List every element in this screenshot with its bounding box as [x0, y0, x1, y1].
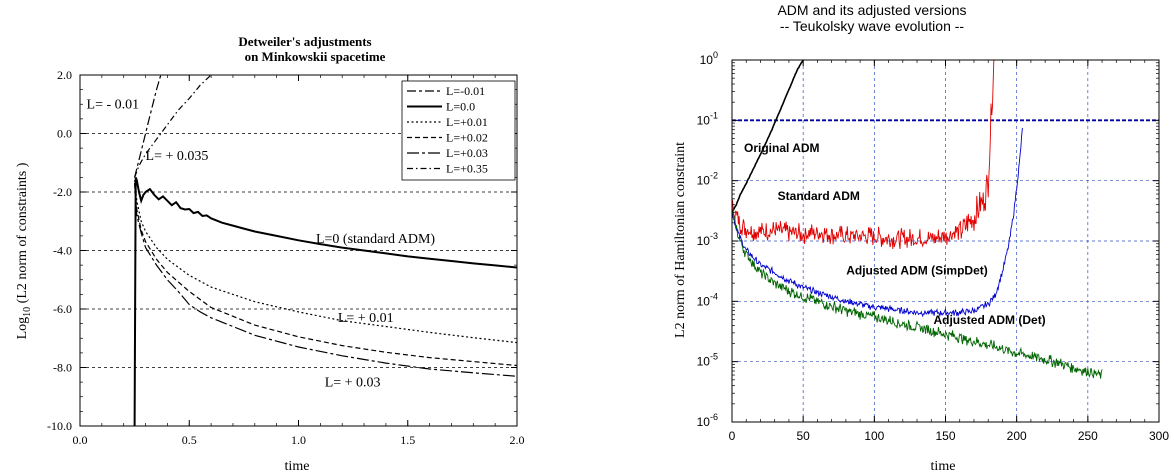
left-annotation-1: L= + 0.035 — [146, 149, 209, 164]
right-x-tick-label: 200 — [1007, 429, 1027, 443]
right-x-tick-label: 250 — [1078, 429, 1098, 443]
right-x-tick-label: 0 — [729, 429, 736, 443]
right-y-tick-label: 10-6 — [697, 412, 718, 429]
left-y-axis-label: Log10 (L2 norm of constraints ) — [15, 162, 33, 339]
left-series-line-3 — [134, 183, 517, 367]
right-annotation-3: Adjusted ADM (Det) — [933, 313, 1045, 327]
right-y-tick-label: 10-4 — [697, 291, 718, 308]
left-annotation-4: L= + 0.03 — [325, 376, 381, 391]
left-legend-label-4: L=+0.03 — [446, 146, 488, 160]
right-title-line2: -- Teukolsky wave evolution -- — [780, 18, 964, 34]
left-legend-label-2: L=+0.01 — [446, 115, 488, 129]
left-legend-label-5: L=+0.35 — [446, 162, 488, 176]
left-legend-label-0: L=-0.01 — [446, 84, 485, 98]
left-x-tick-label: 1.5 — [400, 433, 415, 447]
left-x-tick-label: 0.0 — [73, 433, 88, 447]
left-annotation-2: L=0 (standard ADM) — [316, 232, 435, 247]
left-annotations: L= - 0.01 L= + 0.035 L=0 (standard ADM) L= … — [87, 98, 436, 391]
right-gridlines — [732, 60, 1159, 422]
left-annotation-0: L= - 0.01 — [87, 98, 140, 113]
right-x-tick-label: 150 — [935, 429, 955, 443]
left-series-group — [133, 75, 517, 426]
left-chart: Detweiler's adjustments on Minkowskii sp… — [15, 34, 525, 474]
right-title-line1: ADM and its adjusted versions — [777, 2, 966, 18]
left-series-line-5 — [134, 75, 212, 178]
right-series-line-2 — [732, 127, 1023, 318]
right-ticks: 10-6 10-5 10-4 10-3 10-2 10-1 100 0 50 100 150 200 2… — [697, 50, 1170, 443]
left-ticks: -10.0 -8.0 -6.0 -4.0 -2.0 0.0 2.0 0.0 0.5 1.0 1.5 2… — [47, 68, 525, 447]
left-title-line1: Detweiler's adjustments — [238, 34, 371, 49]
right-y-tick-label: 10-1 — [697, 110, 718, 127]
right-y-tick-label: 10-2 — [697, 171, 718, 188]
right-y-tick-label: 10-5 — [697, 352, 718, 369]
right-y-tick-label: 10-3 — [697, 231, 718, 248]
left-title-line2: on Minkowskii spacetime — [245, 49, 386, 64]
right-series-line-1 — [732, 60, 995, 250]
left-y-tick-label: -10.0 — [47, 419, 72, 433]
right-x-tick-label: 50 — [796, 429, 810, 443]
right-x-axis-label: time — [931, 459, 956, 474]
right-series-line-3 — [732, 211, 1103, 379]
right-x-tick-label: 300 — [1149, 429, 1169, 443]
left-x-axis-label: time — [285, 459, 310, 474]
right-series-group — [732, 60, 1103, 379]
right-y-tick-label: 100 — [700, 50, 718, 67]
left-y-tick-label: -2.0 — [53, 185, 72, 199]
left-legend-label-1: L=0.0 — [446, 100, 475, 114]
left-series-line-2 — [134, 180, 517, 344]
right-y-axis-label: L2 norm of Hamiltonian constraint — [673, 142, 688, 338]
left-y-tick-label: -6.0 — [53, 302, 72, 316]
left-y-tick-label: 0.0 — [57, 127, 72, 141]
left-x-tick-label: 0.5 — [182, 433, 197, 447]
right-annotations: Original ADM Standard ADM Adjusted ADM (Si… — [744, 141, 1046, 327]
left-series-line-0 — [134, 75, 162, 178]
right-annotation-0: Original ADM — [744, 141, 820, 155]
left-series-line-4 — [134, 183, 517, 377]
right-x-tick-label: 100 — [864, 429, 884, 443]
left-annotation-3: L= + 0.01 — [338, 311, 394, 326]
right-series-line-0 — [732, 60, 804, 213]
right-annotation-1: Standard ADM — [778, 189, 860, 203]
left-legend-label-3: L=+0.02 — [446, 131, 488, 145]
left-y-tick-label: 2.0 — [57, 68, 72, 82]
right-annotation-2: Adjusted ADM (SimpDet) — [846, 263, 988, 277]
left-y-tick-label: -4.0 — [53, 244, 72, 258]
left-x-tick-label: 1.0 — [291, 433, 306, 447]
right-chart: ADM and its adjusted versions -- Teukols… — [673, 2, 1169, 474]
left-legend-box — [401, 80, 516, 181]
left-legend: L=-0.01 L=0.0L=+0.01 L=+0.02L=+0.03 L=+0.35 — [401, 80, 516, 181]
left-y-tick-label: -8.0 — [53, 361, 72, 375]
left-series-line-1 — [133, 177, 517, 426]
left-x-tick-label: 2.0 — [510, 433, 525, 447]
